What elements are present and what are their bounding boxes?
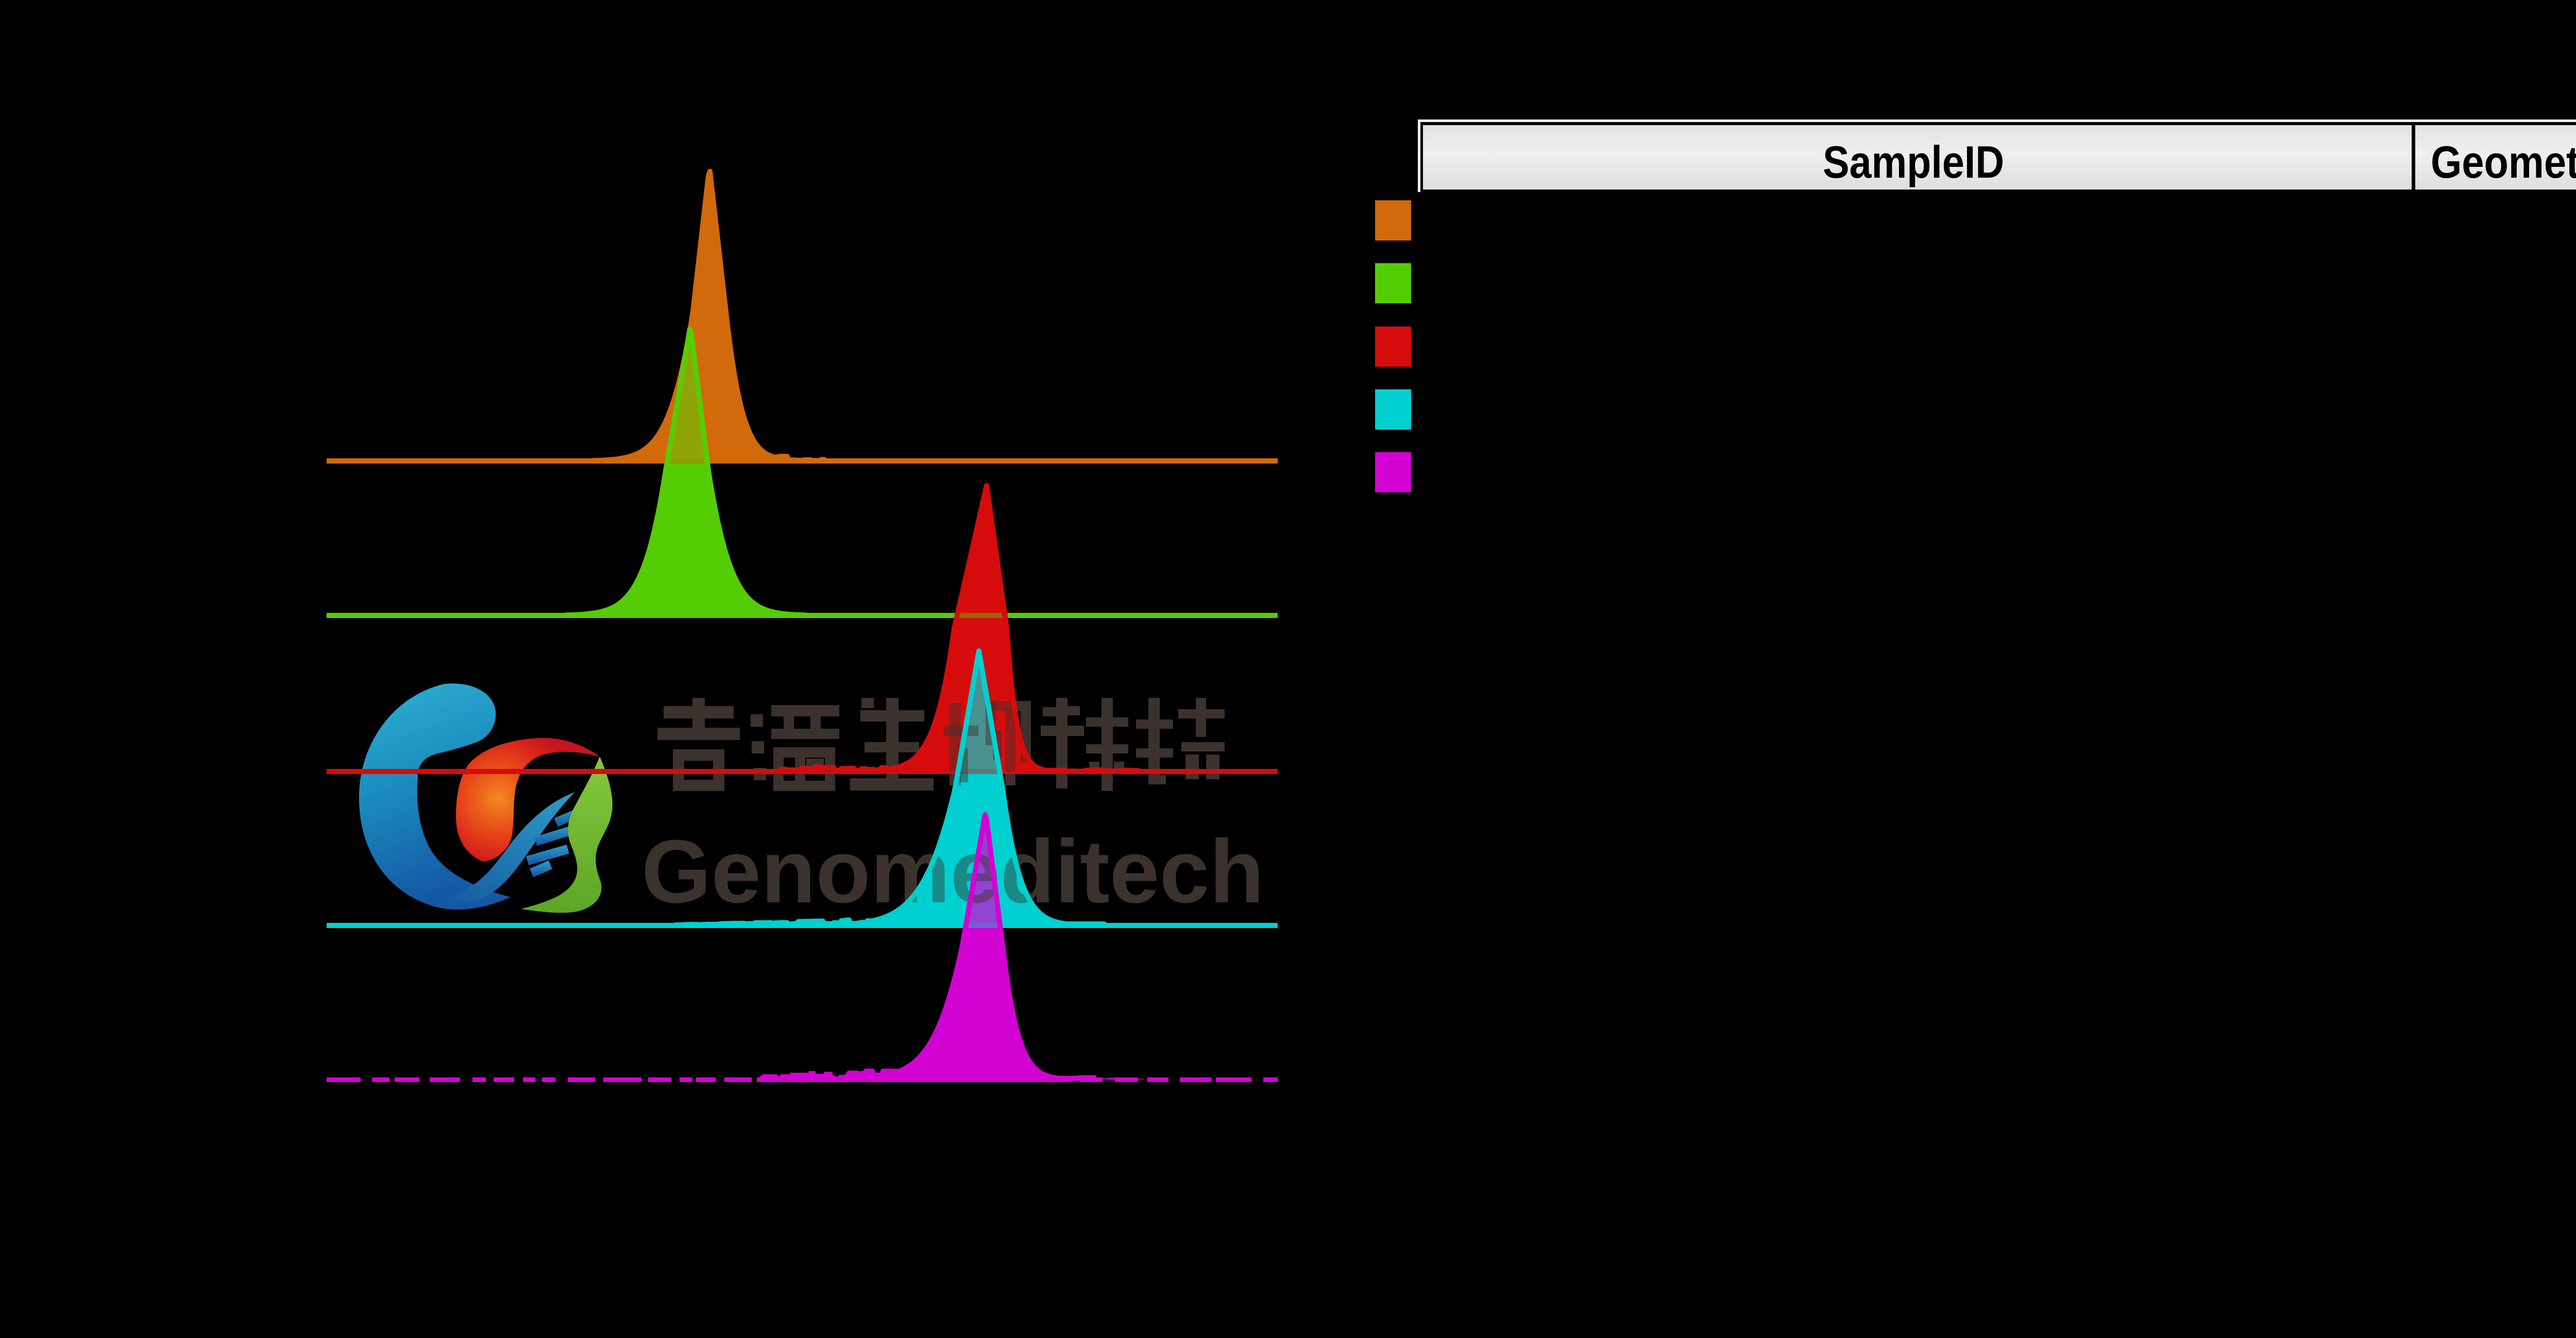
svg-text:Geometric Mean : FL11-H: Geometric Mean : FL11-H: [2431, 136, 2576, 187]
svg-text:SampleID: SampleID: [1823, 136, 2004, 187]
